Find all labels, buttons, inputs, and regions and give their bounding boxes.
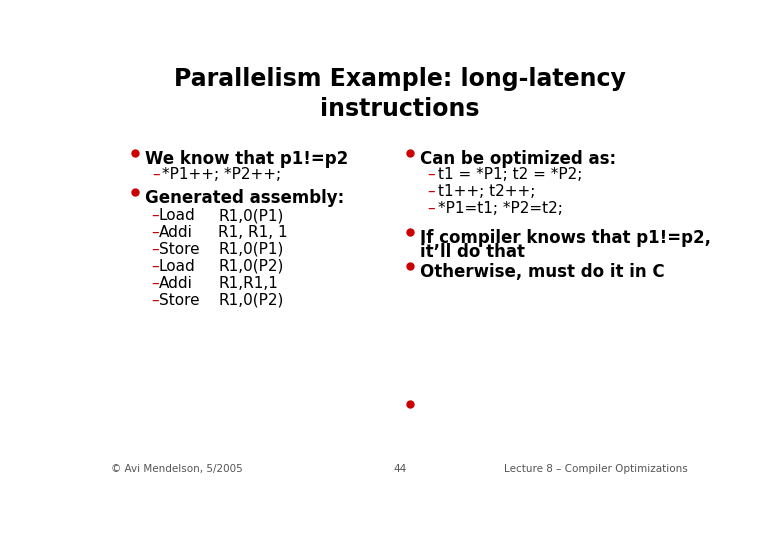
Text: –: – xyxy=(427,167,435,182)
Text: Store: Store xyxy=(158,293,200,308)
Text: –: – xyxy=(151,276,158,291)
Text: *P1=t1; *P2=t2;: *P1=t1; *P2=t2; xyxy=(438,201,563,216)
Text: Parallelism Example: long-latency
instructions: Parallelism Example: long-latency instru… xyxy=(174,67,626,121)
Text: –: – xyxy=(153,167,160,182)
Text: © Avi Mendelson, 5/2005: © Avi Mendelson, 5/2005 xyxy=(112,464,243,475)
Text: We know that p1!=p2: We know that p1!=p2 xyxy=(145,150,348,167)
Text: R1,0(P1): R1,0(P1) xyxy=(218,208,284,223)
Text: it’ll do that: it’ll do that xyxy=(420,242,525,261)
Text: Can be optimized as:: Can be optimized as: xyxy=(420,150,616,167)
Text: R1,R1,1: R1,R1,1 xyxy=(218,276,278,291)
Text: –: – xyxy=(427,184,435,199)
Text: –: – xyxy=(151,225,158,240)
Text: Otherwise, must do it in C: Otherwise, must do it in C xyxy=(420,262,665,281)
Text: Addi: Addi xyxy=(158,276,193,291)
Text: –: – xyxy=(151,293,158,308)
Text: –: – xyxy=(151,259,158,274)
Text: Load: Load xyxy=(158,259,196,274)
Text: –: – xyxy=(427,201,435,216)
Text: 44: 44 xyxy=(393,464,406,475)
Text: Addi: Addi xyxy=(158,225,193,240)
Text: t1++; t2++;: t1++; t2++; xyxy=(438,184,536,199)
Text: Lecture 8 – Compiler Optimizations: Lecture 8 – Compiler Optimizations xyxy=(505,464,688,475)
Text: If compiler knows that p1!=p2,: If compiler knows that p1!=p2, xyxy=(420,229,711,247)
Text: R1,0(P1): R1,0(P1) xyxy=(218,242,284,257)
Text: –: – xyxy=(151,242,158,257)
Text: Generated assembly:: Generated assembly: xyxy=(145,189,344,207)
Text: t1 = *P1; t2 = *P2;: t1 = *P1; t2 = *P2; xyxy=(438,167,583,182)
Text: R1,0(P2): R1,0(P2) xyxy=(218,293,284,308)
Text: Store: Store xyxy=(158,242,200,257)
Text: R1, R1, 1: R1, R1, 1 xyxy=(218,225,288,240)
Text: R1,0(P2): R1,0(P2) xyxy=(218,259,284,274)
Text: Load: Load xyxy=(158,208,196,223)
Text: –: – xyxy=(151,208,158,223)
Text: *P1++; *P2++;: *P1++; *P2++; xyxy=(161,167,281,182)
